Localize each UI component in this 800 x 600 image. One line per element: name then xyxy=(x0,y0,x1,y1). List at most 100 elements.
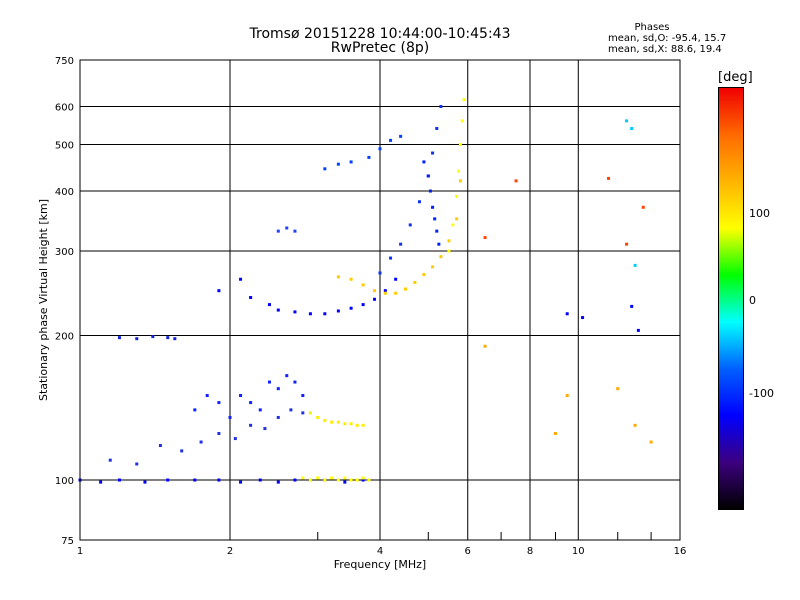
data-point xyxy=(308,411,312,415)
data-point xyxy=(289,408,293,412)
data-point xyxy=(378,147,382,151)
data-point xyxy=(457,169,461,173)
data-point xyxy=(403,287,407,291)
data-point xyxy=(276,480,280,484)
phases-o-stats: mean, sd,O: -95.4, 15.7 xyxy=(608,33,727,44)
data-point xyxy=(413,280,417,284)
data-point xyxy=(361,283,365,287)
data-point xyxy=(417,200,421,204)
data-point xyxy=(483,236,487,240)
data-point xyxy=(330,420,334,424)
data-point xyxy=(451,223,455,227)
data-point xyxy=(373,289,377,293)
data-point xyxy=(514,179,518,183)
data-point xyxy=(276,308,280,312)
data-point xyxy=(361,478,365,482)
plot-frame xyxy=(79,59,681,541)
data-point xyxy=(462,98,466,102)
data-point xyxy=(316,476,320,480)
data-point xyxy=(439,105,443,109)
data-point xyxy=(108,458,112,462)
y-tick-label: 500 xyxy=(55,141,74,152)
x-tick-label: 1 xyxy=(77,546,83,557)
phases-header: Phases xyxy=(634,22,670,33)
data-point xyxy=(276,415,280,419)
data-point xyxy=(361,476,365,480)
data-point xyxy=(616,387,620,391)
data-point xyxy=(343,422,347,426)
data-point xyxy=(422,273,426,277)
data-point xyxy=(143,480,147,484)
data-point xyxy=(455,217,459,221)
data-point xyxy=(239,277,243,281)
data-point xyxy=(285,226,289,230)
x-tick-label: 16 xyxy=(674,546,687,557)
data-point xyxy=(428,189,432,193)
data-point xyxy=(355,423,359,427)
data-point xyxy=(383,289,387,293)
data-point xyxy=(367,478,371,482)
data-point xyxy=(439,255,443,259)
data-point xyxy=(483,344,487,348)
data-point xyxy=(301,394,305,398)
data-point xyxy=(437,242,441,246)
data-point xyxy=(217,289,221,293)
data-point xyxy=(258,408,262,412)
data-point xyxy=(249,296,253,300)
grid-lines xyxy=(80,60,680,540)
y-tick-labels: 75 100 200 300 400 500 600 750 xyxy=(55,56,74,547)
data-point xyxy=(323,167,327,171)
x-tick-labels: 1 2 4 6 8 10 16 xyxy=(77,546,687,557)
data-point xyxy=(316,415,320,419)
data-point xyxy=(323,312,327,316)
data-point xyxy=(336,309,340,313)
data-point xyxy=(349,277,353,281)
data-point xyxy=(349,422,353,426)
data-point xyxy=(336,478,340,482)
data-point xyxy=(293,380,297,384)
data-point xyxy=(435,126,439,130)
data-point xyxy=(301,476,305,480)
data-point xyxy=(431,205,435,209)
data-point xyxy=(267,303,271,307)
chart-subtitle: RwPretec (8p) xyxy=(330,40,430,56)
data-point xyxy=(361,303,365,307)
data-point xyxy=(217,401,221,405)
x-tick-label: 2 xyxy=(227,546,233,557)
data-point xyxy=(447,249,451,253)
data-point xyxy=(422,160,426,164)
data-point xyxy=(228,415,232,419)
data-point xyxy=(233,437,237,441)
data-point xyxy=(553,432,557,436)
data-points xyxy=(78,98,653,484)
data-point xyxy=(581,316,585,320)
data-point xyxy=(217,432,221,436)
data-point xyxy=(343,476,347,480)
data-point xyxy=(565,312,569,316)
data-point xyxy=(399,134,403,138)
data-point xyxy=(285,374,289,378)
data-point xyxy=(460,119,464,123)
y-tick-label: 750 xyxy=(55,56,74,67)
y-tick-label: 300 xyxy=(55,247,74,258)
data-point xyxy=(193,478,197,482)
data-point xyxy=(458,143,462,147)
data-point xyxy=(249,423,253,427)
data-point xyxy=(355,478,359,482)
data-point xyxy=(239,480,243,484)
data-point xyxy=(166,336,170,340)
data-point xyxy=(180,449,184,453)
data-point xyxy=(117,478,121,482)
data-point xyxy=(173,337,177,341)
data-point xyxy=(565,394,569,398)
data-point xyxy=(426,174,430,178)
data-point xyxy=(399,242,403,246)
colorbar-label-0: 0 xyxy=(749,293,756,307)
data-point xyxy=(135,462,139,466)
data-point xyxy=(301,411,305,415)
y-tick-label: 400 xyxy=(55,187,74,198)
x-tick-label: 10 xyxy=(572,546,585,557)
data-point xyxy=(641,205,645,209)
x-tick-label: 4 xyxy=(377,546,383,557)
